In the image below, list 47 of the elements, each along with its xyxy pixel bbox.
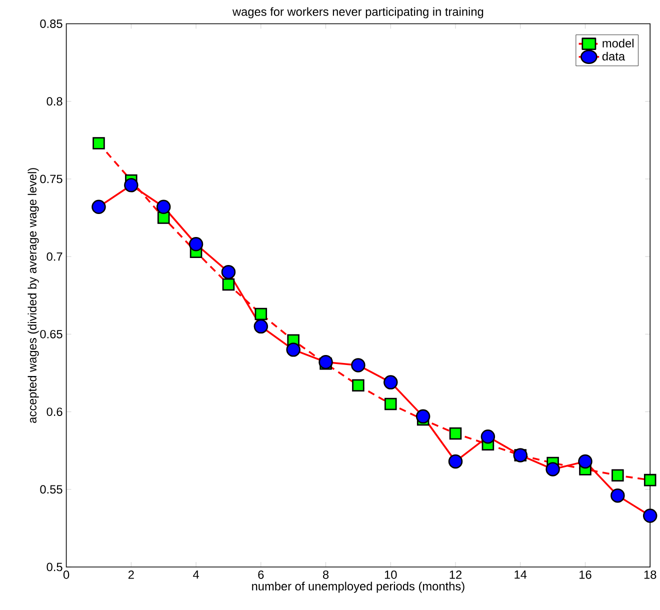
x-tick-label: 4 bbox=[193, 570, 199, 579]
point bbox=[449, 428, 462, 440]
y-tick-label: 0.65 bbox=[40, 330, 62, 339]
point bbox=[610, 488, 625, 503]
x-tick-label: 0 bbox=[63, 570, 70, 580]
point bbox=[384, 398, 397, 410]
point bbox=[612, 470, 624, 482]
point bbox=[92, 137, 105, 150]
point bbox=[480, 430, 496, 444]
y-tick-label: 0.5 bbox=[46, 563, 62, 572]
point bbox=[286, 342, 300, 358]
x-tick-label: 16 bbox=[580, 570, 592, 580]
point bbox=[351, 358, 366, 373]
y-tick-label: 0.55 bbox=[40, 485, 62, 494]
point bbox=[546, 462, 560, 477]
point bbox=[254, 308, 268, 320]
point bbox=[578, 454, 592, 469]
y-tick-label: 0.6 bbox=[46, 408, 62, 416]
chart-title: wages for workers never participating in training bbox=[232, 7, 484, 19]
y-tick-label: 0.7 bbox=[46, 252, 62, 261]
point bbox=[124, 178, 138, 193]
y-tick-label: 0.8 bbox=[46, 97, 62, 106]
point bbox=[222, 278, 235, 291]
legend-label: model bbox=[602, 39, 634, 48]
point bbox=[644, 474, 656, 486]
point bbox=[221, 265, 236, 280]
y-axis-title: accepted wages (divided by average wage level) bbox=[28, 168, 39, 424]
x-tick-label: 8 bbox=[322, 570, 329, 580]
x-axis-title: number of unemployed periods (months) bbox=[252, 582, 464, 594]
x-tick-label: 6 bbox=[258, 570, 264, 580]
point bbox=[254, 320, 268, 334]
point bbox=[188, 237, 204, 252]
x-tick-label: 10 bbox=[384, 570, 397, 580]
legend-label: data bbox=[602, 52, 626, 61]
y-tick-label: 0.75 bbox=[40, 174, 62, 184]
point bbox=[156, 200, 171, 214]
point bbox=[416, 410, 430, 424]
point bbox=[384, 375, 398, 390]
point bbox=[352, 379, 364, 392]
x-tick-label: 14 bbox=[514, 570, 527, 579]
x-tick-label: 12 bbox=[450, 570, 462, 580]
x-tick-label: 2 bbox=[128, 570, 134, 580]
point bbox=[448, 454, 463, 469]
point bbox=[318, 355, 333, 370]
point bbox=[92, 200, 106, 214]
x-tick-label: 18 bbox=[644, 570, 656, 580]
y-tick-label: 0.85 bbox=[40, 20, 62, 28]
